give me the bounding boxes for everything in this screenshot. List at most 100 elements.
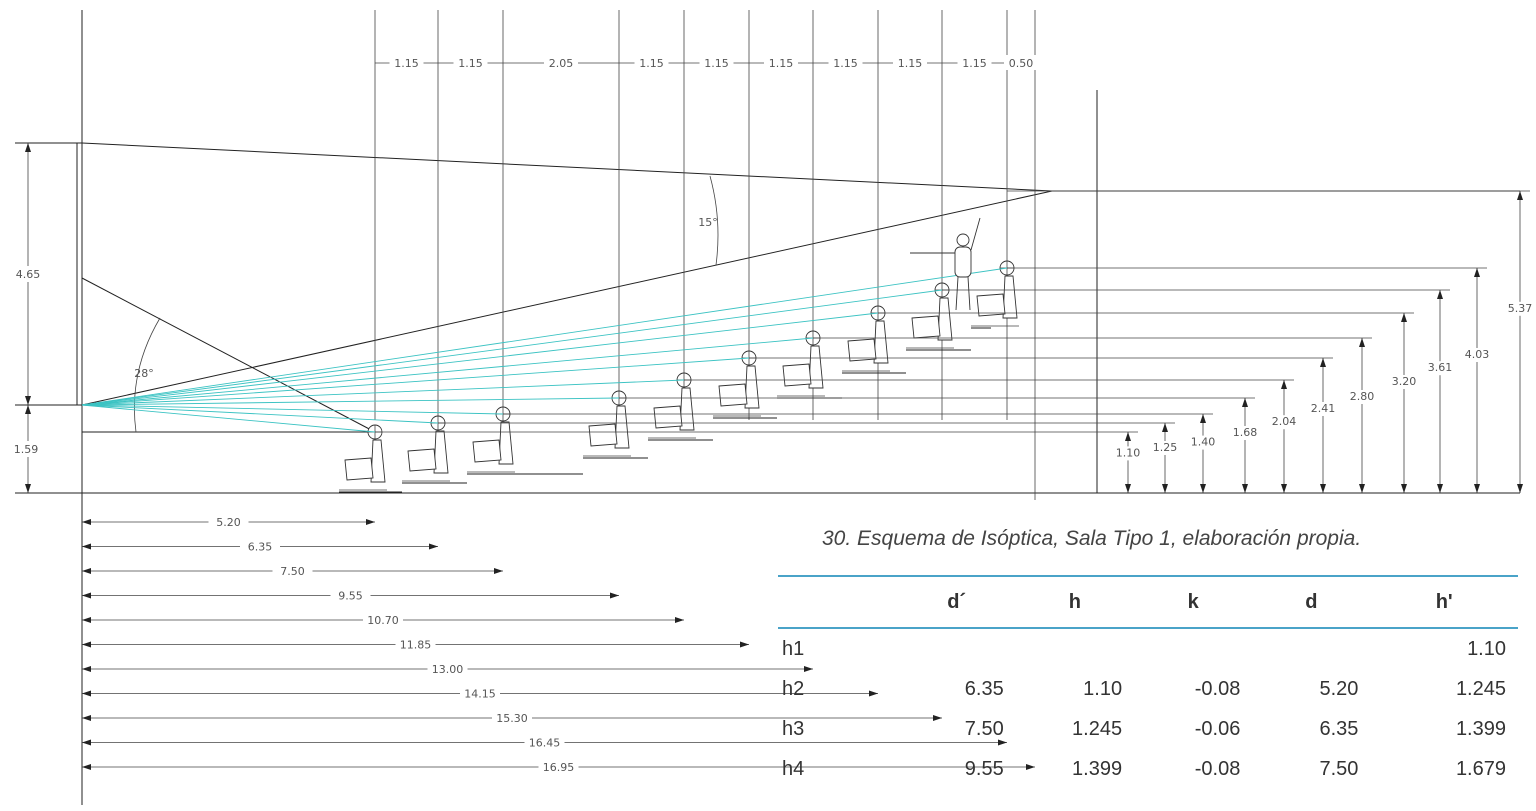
distance-arrow-right (804, 666, 813, 672)
height-label-bg (1268, 415, 1300, 430)
distance-label: 6.35 (248, 541, 273, 554)
seat-with-spectator (906, 282, 971, 351)
top-dim-label: 1.15 (458, 57, 483, 70)
dim-1-59-label: 1.59 (14, 443, 39, 456)
cell: 7.50 (964, 717, 1004, 740)
seat-with-spectator (583, 390, 648, 459)
sight-line (81, 404, 504, 415)
cell: 1.399 (1072, 757, 1123, 780)
height-arrow-bottom (1162, 484, 1168, 493)
top-dim-bg (389, 55, 424, 70)
height-label-bg (1112, 446, 1144, 461)
top-dim-bg (544, 55, 578, 70)
distance-arrow-right (998, 739, 1007, 746)
height-label: 1.10 (1116, 446, 1141, 459)
height-arrow-top (1320, 358, 1326, 367)
height-arrow-top (1517, 191, 1523, 200)
top-dim-bg (957, 55, 992, 70)
height-label: 3.20 (1392, 375, 1417, 388)
seat-with-spectator (648, 372, 713, 441)
projection-top-ray (81, 142, 1053, 192)
distance-arrow-left (82, 543, 91, 550)
distance-arrow-right (494, 568, 503, 574)
distance-arrow-left (82, 739, 91, 746)
height-label-bg (1424, 361, 1456, 376)
angle-15-label: 15° (698, 216, 718, 229)
bottom-distance-dimensions: 5.20 6.35 7.50 9.55 10.7011.8513.0014.1515.3… (82, 514, 1035, 774)
cell: 1.10 (1083, 677, 1123, 700)
height-arrow-bottom (1401, 484, 1407, 493)
table-row: h1 1.10 (778, 628, 1518, 669)
dim-1-59-arrow-bottom (25, 484, 31, 493)
sight-line (81, 397, 620, 406)
figure-caption: 30. Esquema de Isóptica, Sala Tipo 1, el… (822, 527, 1362, 550)
distance-label: 14.15 (464, 688, 496, 701)
top-dim-label: 2.05 (549, 57, 574, 70)
angle-28-ray (81, 277, 376, 433)
height-arrow-bottom (1200, 484, 1206, 493)
cell: -0.08 (1194, 677, 1241, 700)
seat-with-spectator (971, 260, 1019, 329)
distance-label: 7.50 (280, 565, 305, 578)
cell: 1.245 (1455, 677, 1506, 700)
cell: 1.10 (1467, 637, 1506, 660)
height-label-bg (1307, 402, 1339, 416)
table-row: h3 7.50 1.245 -0.06 6.35 1.399 (778, 709, 1518, 749)
cell: 1.679 (1455, 757, 1506, 780)
angle-28-label: 28° (134, 367, 154, 380)
distance-arrow-right (675, 617, 684, 623)
height-arrow-bottom (1320, 484, 1326, 493)
dim-4-65-label: 4.65 (16, 268, 41, 281)
top-dimension-group: 1.15 1.15 2.05 1.15 1.15 1.15 1.15 1.15 1.15 0.50 (374, 10, 1038, 500)
distance-arrow-left (82, 617, 91, 623)
height-arrow-top (1281, 380, 1287, 389)
table-row: h2 6.35 1.10 -0.08 5.20 1.245 (778, 669, 1518, 709)
distance-label-bg (395, 636, 436, 652)
header-d-prime: d´ (897, 575, 1016, 629)
distance-label-bg (538, 759, 579, 774)
height-label: 2.80 (1350, 390, 1375, 403)
distance-arrow-left (82, 519, 91, 525)
sight-line (81, 337, 814, 406)
height-arrow-top (1474, 268, 1480, 277)
height-label-bg (1461, 348, 1493, 362)
height-label-bg (1149, 441, 1181, 455)
distance-label: 13.00 (432, 663, 464, 676)
height-arrow-bottom (1125, 484, 1131, 493)
height-label: 2.04 (1272, 415, 1297, 428)
sight-lines (81, 267, 1008, 433)
height-label: 1.40 (1191, 436, 1216, 449)
height-label: 4.03 (1465, 348, 1490, 361)
distance-label-bg (272, 563, 313, 578)
distance-arrow-right (366, 519, 375, 525)
sight-line (81, 404, 439, 424)
cell: 9.55 (964, 757, 1004, 780)
isoptic-table-container: d´ h k d h' h1 1.10 h2 6.35 1.10 -0.08 (778, 575, 1518, 789)
distance-arrow-right (1026, 764, 1035, 770)
seat-with-spectator (467, 406, 583, 475)
seat-with-spectator (842, 305, 906, 374)
distance-label: 9.55 (338, 590, 363, 603)
distance-arrow-right (429, 543, 438, 550)
height-arrow-bottom (1281, 484, 1287, 493)
height-arrow-top (1200, 414, 1206, 423)
height-arrow-top (1359, 338, 1365, 347)
height-label-bg (1229, 426, 1261, 440)
distance-label-bg (492, 710, 532, 725)
dim-4-65-bg (10, 266, 46, 282)
table-row: h4 9.55 1.399 -0.08 7.50 1.679 (778, 749, 1518, 789)
distance-arrow-right (740, 641, 749, 648)
height-arrow-bottom (1359, 484, 1365, 493)
height-label: 2.41 (1311, 402, 1336, 415)
dim-4-65-arrow-top (25, 143, 31, 152)
top-dim-label: 1.15 (833, 57, 858, 70)
top-dim-bg (893, 55, 927, 70)
height-label-bg (1504, 301, 1536, 316)
distance-label-bg (460, 685, 500, 701)
distance-arrow-right (610, 592, 619, 599)
distance-label-bg (524, 734, 565, 750)
top-dim-label: 0.50 (1009, 57, 1034, 70)
height-label: 5.37 (1508, 302, 1533, 315)
sight-line (81, 404, 376, 433)
distance-arrow-left (82, 690, 91, 697)
